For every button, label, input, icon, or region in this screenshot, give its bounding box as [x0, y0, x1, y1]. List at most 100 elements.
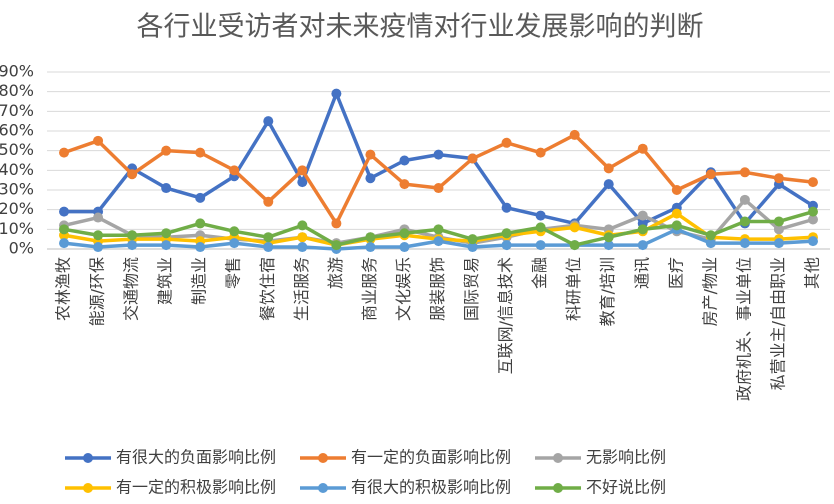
y-tick-label: 60% — [0, 121, 34, 140]
legend-marker — [318, 453, 328, 463]
data-point — [263, 242, 274, 253]
data-point — [739, 167, 750, 178]
data-point — [331, 218, 342, 229]
x-tick-label: 医疗 — [666, 257, 685, 289]
data-point — [569, 222, 580, 233]
legend-marker — [83, 483, 93, 493]
data-point — [127, 169, 138, 180]
data-point — [399, 242, 410, 253]
data-point — [365, 173, 376, 184]
x-tick-label: 互联网/信息技术 — [496, 257, 515, 374]
data-point — [637, 240, 648, 251]
data-point — [195, 192, 206, 203]
data-point — [637, 210, 648, 221]
x-tick-label: 零售 — [224, 257, 243, 289]
legend-label: 不好说比例 — [586, 478, 666, 497]
data-point — [127, 240, 138, 251]
data-point — [93, 230, 104, 241]
x-tick-label: 其他 — [802, 257, 821, 289]
data-point — [739, 194, 750, 205]
x-tick-label: 旅游 — [326, 257, 345, 289]
data-point — [297, 232, 308, 243]
data-point — [739, 238, 750, 249]
data-point — [161, 183, 172, 194]
legend-label: 有很大的负面影响比例 — [116, 448, 276, 467]
data-point — [501, 228, 512, 239]
data-point — [365, 232, 376, 243]
data-point — [263, 116, 274, 127]
legend-marker — [83, 453, 93, 463]
y-tick-label: 10% — [0, 219, 34, 238]
data-point — [603, 163, 614, 174]
data-point — [59, 147, 70, 158]
data-point — [569, 240, 580, 251]
data-point — [535, 147, 546, 158]
legend-label: 有很大的积极影响比例 — [351, 478, 511, 497]
data-point — [773, 173, 784, 184]
data-point — [93, 242, 104, 253]
data-point — [671, 208, 682, 219]
y-tick-label: 90% — [0, 62, 34, 81]
data-point — [433, 224, 444, 235]
legend-label: 无影响比例 — [586, 448, 666, 467]
data-point — [195, 242, 206, 253]
chart-title: 各行业受访者对未来疫情对行业发展影响的判断 — [137, 12, 704, 43]
data-point — [433, 236, 444, 247]
data-point — [161, 240, 172, 251]
data-point — [807, 206, 818, 217]
x-tick-label: 生活服务 — [292, 257, 311, 321]
x-tick-label: 通讯 — [632, 257, 651, 289]
x-tick-label: 科研单位 — [564, 257, 583, 321]
data-point — [331, 88, 342, 99]
data-point — [297, 165, 308, 176]
legend-label: 有一定的负面影响比例 — [351, 448, 511, 467]
data-point — [807, 177, 818, 188]
data-point — [807, 214, 818, 225]
legend-label: 有一定的积极影响比例 — [116, 478, 276, 497]
data-point — [705, 230, 716, 241]
x-tick-label: 房产/物业 — [700, 257, 719, 326]
data-point — [161, 145, 172, 156]
data-point — [399, 179, 410, 190]
data-point — [773, 216, 784, 227]
data-point — [671, 185, 682, 195]
data-point — [59, 206, 70, 217]
legend-marker — [553, 483, 563, 493]
data-point — [365, 149, 376, 160]
data-point — [59, 238, 70, 249]
x-tick-label: 服装服饰 — [428, 257, 447, 321]
data-point — [569, 129, 580, 140]
data-point — [297, 220, 308, 231]
data-point — [93, 212, 104, 223]
data-point — [297, 177, 308, 188]
data-point — [535, 210, 546, 221]
data-point — [59, 224, 70, 235]
x-tick-label: 农林渔牧 — [54, 257, 73, 321]
legend-marker — [318, 483, 328, 493]
x-tick-label: 政府机关、事业单位 — [734, 257, 753, 401]
data-point — [671, 220, 682, 231]
x-tick-label: 商业服务 — [360, 257, 379, 321]
x-tick-label: 建筑业 — [156, 257, 175, 305]
x-tick-label: 私营业主/自由职业 — [768, 257, 787, 390]
data-point — [739, 216, 750, 227]
y-tick-label: 0% — [9, 239, 34, 258]
legend-marker — [553, 453, 563, 463]
data-point — [399, 228, 410, 239]
data-point — [433, 183, 444, 194]
data-point — [807, 236, 818, 247]
x-tick-label: 教育/培训 — [598, 257, 617, 326]
y-tick-label: 50% — [0, 140, 34, 159]
x-tick-label: 餐饮住宿 — [258, 257, 277, 321]
x-tick-label: 国际贸易 — [462, 257, 481, 321]
data-point — [603, 232, 614, 243]
y-tick-label: 40% — [0, 160, 34, 179]
data-point — [229, 165, 240, 176]
data-point — [705, 169, 716, 180]
data-point — [467, 153, 478, 164]
data-point — [399, 155, 410, 166]
data-point — [229, 238, 240, 249]
data-point — [467, 234, 478, 245]
